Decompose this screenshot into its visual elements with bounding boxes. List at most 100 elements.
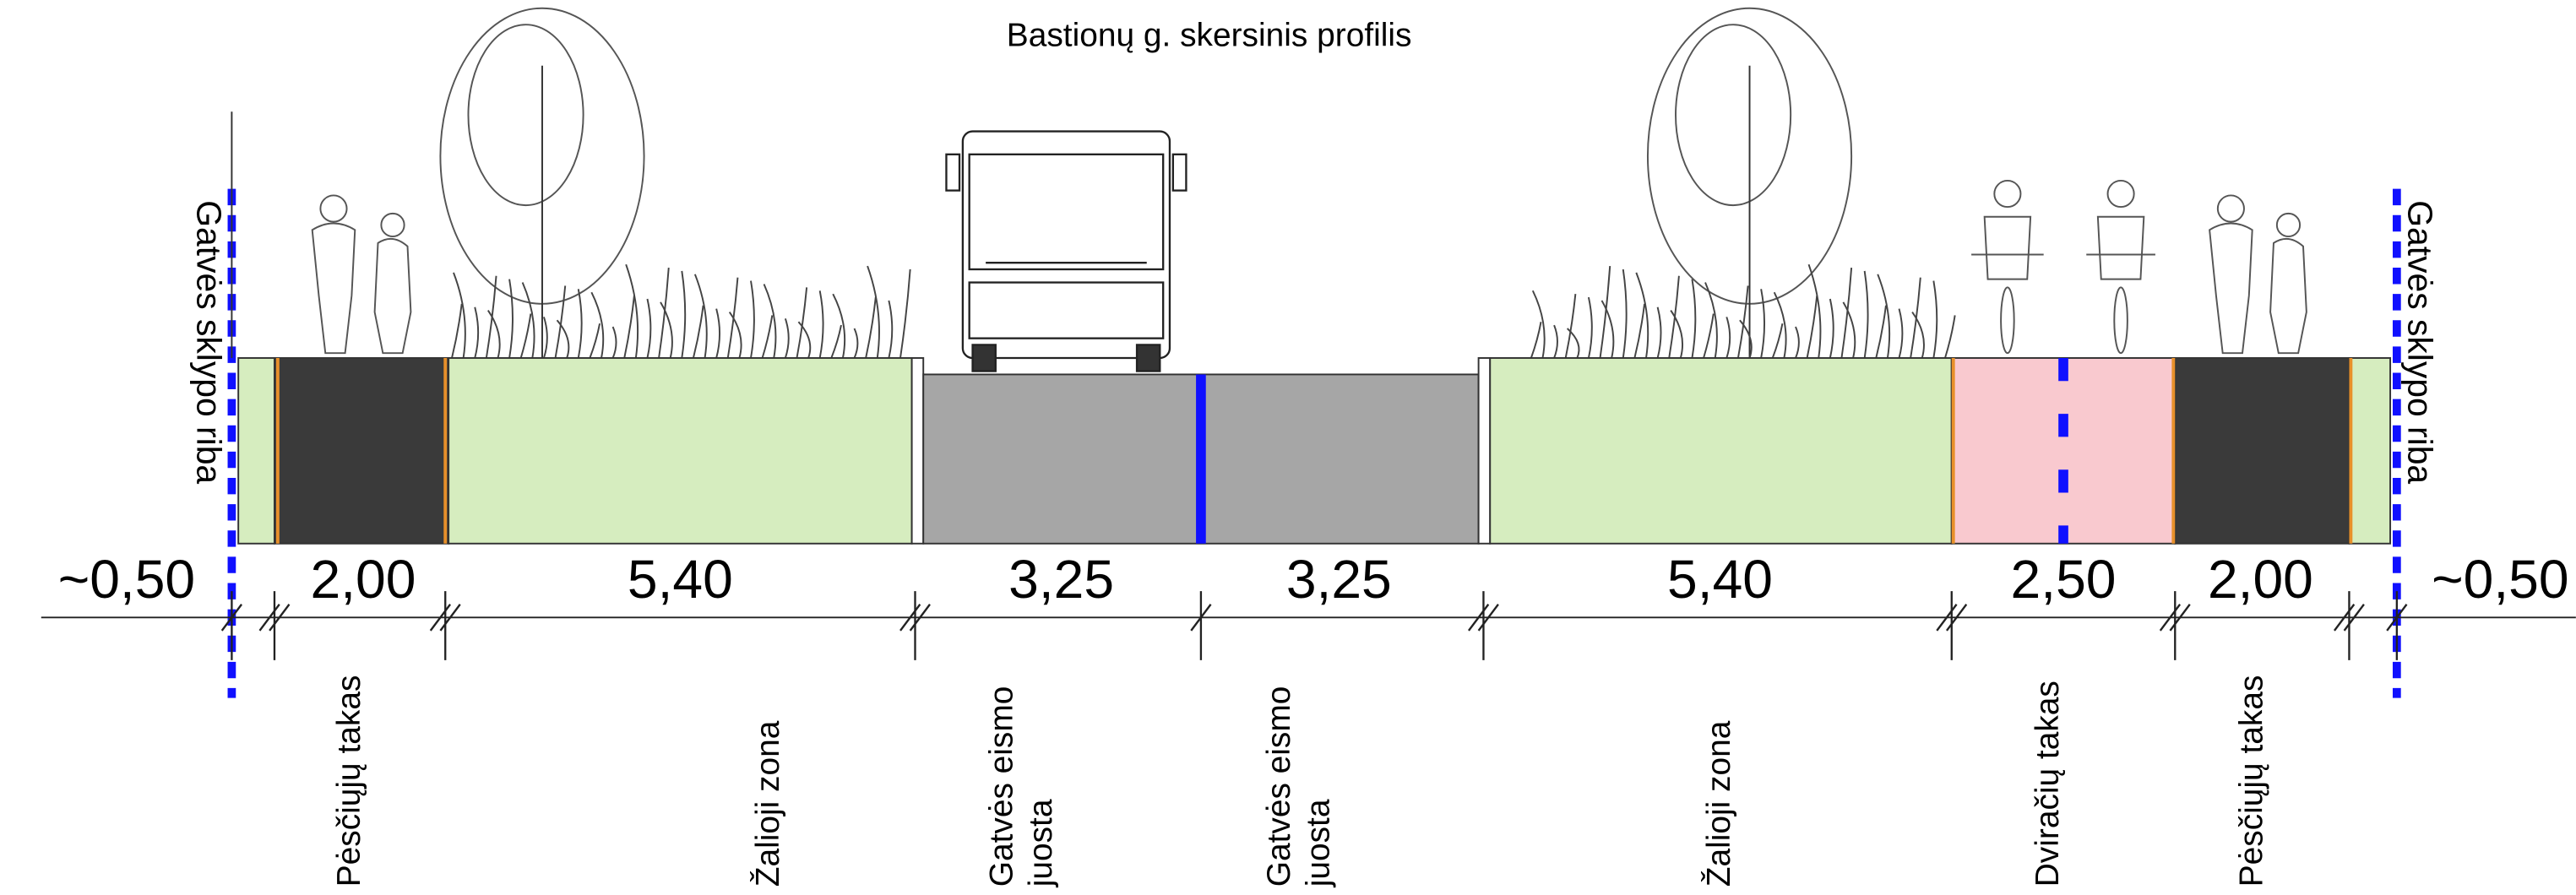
plant-stem <box>474 306 480 359</box>
plant-stem <box>888 300 894 359</box>
plant-stem <box>1725 317 1731 359</box>
dimension-label: ~0,50 <box>2432 549 2568 610</box>
zone-label-line: Gatvės eismo <box>1261 686 1297 887</box>
plant-stem <box>818 290 824 359</box>
plant-stem <box>899 268 911 359</box>
plant-stem <box>1863 270 1869 359</box>
tick <box>2169 604 2191 632</box>
plant-stem <box>519 313 532 359</box>
zone-label-line: juosta <box>1023 799 1059 887</box>
zone-label-line: juosta <box>1301 799 1337 887</box>
plant-stem <box>658 267 670 359</box>
plant-stem <box>797 321 812 359</box>
zone-label: Žalioji zona <box>750 720 786 887</box>
zone-label: Žalioji zona <box>1701 720 1737 887</box>
plant-stem <box>1566 328 1580 359</box>
plant-stem <box>681 270 687 359</box>
plant-stem <box>1944 315 1956 359</box>
plant-stem <box>1807 263 1822 359</box>
zone-label-line: Pėsčiųjų takas <box>2233 675 2269 887</box>
plant-stem <box>692 305 704 359</box>
plant-stem <box>865 296 877 359</box>
tick <box>258 604 280 632</box>
plant-stem <box>1600 300 1615 359</box>
plant-stem <box>1531 290 1546 359</box>
zone-label-line: Žalioji zona <box>750 720 786 887</box>
tick <box>909 604 931 632</box>
plant-stem <box>830 324 842 359</box>
plant-stem <box>611 326 617 359</box>
plant-stem <box>1739 319 1753 359</box>
zone-label: Pėsčiųjų takas <box>2233 675 2269 887</box>
plant-stem <box>1564 294 1577 359</box>
plant-stem <box>1633 303 1646 359</box>
plant-stem <box>625 263 639 359</box>
plant-stem <box>1599 266 1611 359</box>
tick <box>269 604 291 632</box>
plant-stem <box>1656 306 1662 359</box>
zone-label-line: Pėsčiųjų takas <box>331 675 367 887</box>
boundary-label: Gatvės sklypo riba <box>2400 200 2439 484</box>
plant-stem <box>796 287 808 359</box>
tick <box>2334 604 2356 632</box>
plant-stem <box>1530 322 1542 359</box>
boundary-label: Gatvės sklypo riba <box>190 200 229 484</box>
plant-stem <box>1704 282 1718 359</box>
plant-stem <box>1553 324 1558 359</box>
plant-stem <box>1703 313 1715 359</box>
dimension-label: 2,50 <box>2011 549 2117 610</box>
dimension-label: 2,00 <box>311 549 416 610</box>
plant-stem <box>1635 272 1649 359</box>
plant-stem <box>715 308 721 359</box>
dimension-label: 3,25 <box>1008 549 1114 610</box>
zone-label: Dviračių takas <box>2030 681 2066 887</box>
dimension-label: 5,40 <box>628 549 733 610</box>
zone-label-line: Žalioji zona <box>1701 720 1737 887</box>
tick <box>1477 604 1499 632</box>
plant-stem <box>784 318 790 359</box>
plant-stem <box>623 295 635 359</box>
plant-stem <box>577 289 583 359</box>
plant-stem <box>1829 298 1834 359</box>
tick <box>899 604 921 632</box>
dimension-label: 2,00 <box>2208 549 2313 610</box>
plant-stem <box>763 284 777 359</box>
plant-stem <box>554 285 567 359</box>
plant-stem <box>1760 289 1766 359</box>
plant-stem <box>1691 279 1697 359</box>
plant-stem <box>487 310 501 359</box>
surfaces <box>237 357 2392 545</box>
plant-stem <box>1795 326 1800 359</box>
plant-stem <box>1842 301 1856 359</box>
plant-stem <box>832 293 846 359</box>
plant-stem <box>1877 274 1891 359</box>
edges <box>275 358 2353 544</box>
tick <box>1936 604 1958 632</box>
tick <box>2159 604 2182 632</box>
plant-stem <box>1911 311 1925 359</box>
plant-stem <box>1875 305 1887 359</box>
plant-stem <box>556 319 570 359</box>
plant-stem <box>589 323 601 359</box>
plant-stem <box>1670 310 1684 359</box>
plant-stem <box>1587 296 1593 359</box>
plant-stem <box>543 317 548 359</box>
dimension-label: ~0,50 <box>58 549 195 610</box>
tick <box>1945 604 1968 632</box>
plant-stem <box>590 291 605 359</box>
plant-stem <box>728 311 742 359</box>
plant-stem <box>1771 323 1784 359</box>
plant-stem <box>853 328 859 359</box>
plant-stem <box>521 282 535 359</box>
plant-stem <box>646 298 652 359</box>
dimension-label: 3,25 <box>1286 549 1392 610</box>
cyclists <box>1971 179 2155 355</box>
plant-stem <box>1932 280 1938 359</box>
bus <box>945 130 1187 372</box>
dimension-label: 5,40 <box>1667 549 1773 610</box>
tree <box>439 7 1853 358</box>
tick <box>439 604 461 632</box>
tick <box>429 604 452 632</box>
tick <box>1468 604 1490 632</box>
